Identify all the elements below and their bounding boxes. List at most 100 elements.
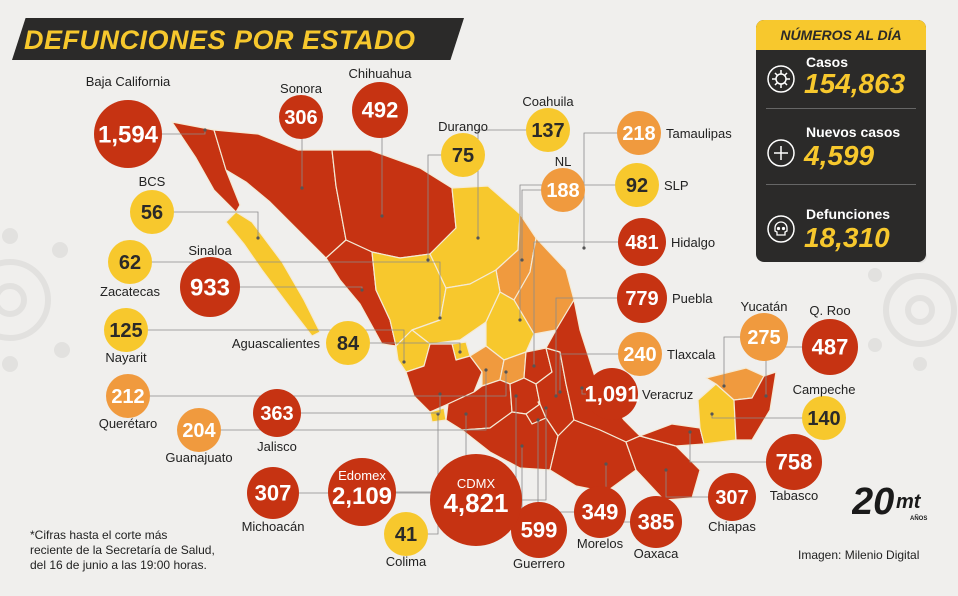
leader-line-coahuila: [477, 129, 548, 238]
bubble-value-bcs: 56: [141, 202, 163, 224]
bubble-value-durango: 75: [452, 145, 474, 167]
bubble-cdmx: [430, 454, 522, 546]
cases-value: 154,863: [804, 68, 906, 99]
state-label-nayarit: Nayarit: [105, 350, 147, 365]
bubble-group: 1,594 Baja California 306 Sonora 492 Chihuahu…: [86, 66, 858, 571]
state-label-michoacan: Michoacán: [242, 519, 305, 534]
bubble-value-nl: 188: [546, 180, 579, 202]
state-label-campeche: Campeche: [793, 382, 856, 397]
state-label-tamaulipas: Tamaulipas: [666, 126, 732, 141]
daily-numbers-panel: NÚMEROS AL DÍA Casos 154,863 Nuevos caso…: [756, 20, 926, 262]
leader-anchor-guerrero: [520, 444, 524, 448]
leader-anchor-sinaloa: [360, 288, 364, 292]
leader-anchor-slp: [518, 318, 522, 322]
bubble-value-tabasco: 758: [776, 450, 813, 475]
bubble-value-campeche: 140: [807, 408, 840, 430]
logo-brand: mt: [896, 491, 922, 513]
bubble-zacatecas: [108, 240, 152, 284]
state-label-tlaxcala: Tlaxcala: [667, 347, 716, 362]
leader-anchor-guanajuato: [484, 368, 488, 372]
new-cases-value: 4,599: [804, 140, 875, 171]
leader-anchor-bcs: [256, 236, 260, 240]
bubble-value-sonora: 306: [284, 107, 317, 129]
map-qroo: [733, 371, 777, 441]
bubble-value-guanajuato: 204: [182, 420, 216, 442]
bubble-campeche: [802, 396, 846, 440]
bubble-sonora: [279, 95, 323, 139]
leader-anchor-coahuila: [476, 236, 480, 240]
leader-anchor-edomex: [514, 394, 518, 398]
map-bcs: [225, 211, 321, 337]
leader-anchor-q-roo: [764, 394, 768, 398]
bubble-tamaulipas: [617, 111, 661, 155]
state-label-coahuila: Coahuila: [522, 94, 574, 109]
bubble-oaxaca: [630, 496, 682, 548]
state-label-morelos: Morelos: [577, 536, 624, 551]
leader-anchor-tabasco: [688, 430, 692, 434]
logo-sub: AÑOS: [910, 515, 927, 522]
state-label-edomex: Edomex: [338, 468, 386, 483]
bubble-coahuila: [526, 108, 570, 152]
leader-lines: [126, 109, 830, 535]
leader-line-puebla: [555, 297, 642, 396]
state-label-veracruz: Veracruz: [642, 387, 693, 402]
bubble-michoacan: [247, 467, 299, 519]
leader-line-slp: [519, 184, 637, 320]
leader-line-aguascalientes: [348, 342, 461, 352]
leader-anchor-tamaulipas: [582, 246, 586, 250]
new-cases-label: Nuevos casos: [806, 124, 901, 140]
state-label-sinaloa: Sinaloa: [188, 243, 232, 258]
bubble-value-sinaloa: 933: [190, 274, 230, 301]
title-background: [12, 18, 464, 60]
bubble-value-guerrero: 599: [521, 518, 558, 543]
state-label-chihuahua: Chihuahua: [349, 66, 413, 81]
bubble-tabasco: [766, 434, 822, 490]
state-label-tabasco: Tabasco: [770, 488, 818, 503]
leader-anchor-sonora: [300, 186, 304, 190]
virus-icon: [767, 65, 795, 93]
bubble-value-veracruz: 1,091: [584, 382, 639, 407]
state-label-bcs: BCS: [139, 174, 166, 189]
state-label-zacatecas: Zacatecas: [100, 284, 160, 299]
bubble-guanajuato: [177, 408, 221, 452]
leader-anchor-puebla: [554, 394, 558, 398]
bubble-value-queretaro: 212: [111, 386, 144, 408]
leader-anchor-jalisco: [438, 392, 442, 396]
leader-line-tabasco: [689, 432, 794, 463]
leader-anchor-michoacan: [464, 412, 468, 416]
bubble-slp: [615, 163, 659, 207]
bubble-value-baja-california: 1,594: [98, 121, 159, 148]
leader-anchor-aguascalientes: [458, 350, 462, 354]
bubble-durango: [441, 133, 485, 177]
plus-circle-icon: [767, 139, 795, 167]
deaths-value: 18,310: [804, 222, 890, 253]
leader-anchor-tlaxcala: [558, 390, 562, 394]
leader-anchor-hidalgo: [532, 364, 536, 368]
leader-anchor-chihuahua: [380, 214, 384, 218]
leader-line-queretaro: [128, 372, 507, 397]
leader-anchor-yucatan: [722, 384, 726, 388]
bubble-value-chiapas: 307: [715, 487, 748, 509]
leader-anchor-veracruz: [580, 386, 584, 390]
bubble-chihuahua: [352, 82, 408, 138]
image-credit: Imagen: Milenio Digital: [798, 548, 920, 562]
panel-divider: [766, 184, 916, 185]
bubble-value-coahuila: 137: [531, 120, 564, 142]
logo-number: 20: [852, 481, 894, 523]
leader-anchor-oaxaca: [604, 462, 608, 466]
state-label-hidalgo: Hidalgo: [671, 235, 715, 250]
cases-label: Casos: [806, 54, 849, 70]
footnote-line: del 16 de junio a las 19:00 horas.: [30, 558, 207, 572]
state-label-cdmx: CDMX: [457, 476, 496, 491]
bubble-jalisco: [253, 389, 301, 437]
bubble-value-morelos: 349: [582, 500, 619, 525]
milenio-20-anos-logo: 20 mt AÑOS: [852, 481, 927, 523]
bubble-sinaloa: [180, 257, 240, 317]
state-label-jalisco: Jalisco: [257, 439, 297, 454]
bubble-edomex: [328, 458, 396, 526]
leader-anchor-queretaro: [504, 370, 508, 374]
bubble-value-tlaxcala: 240: [623, 344, 656, 366]
state-label-durango: Durango: [438, 119, 488, 134]
leader-anchor-nl: [520, 258, 524, 262]
